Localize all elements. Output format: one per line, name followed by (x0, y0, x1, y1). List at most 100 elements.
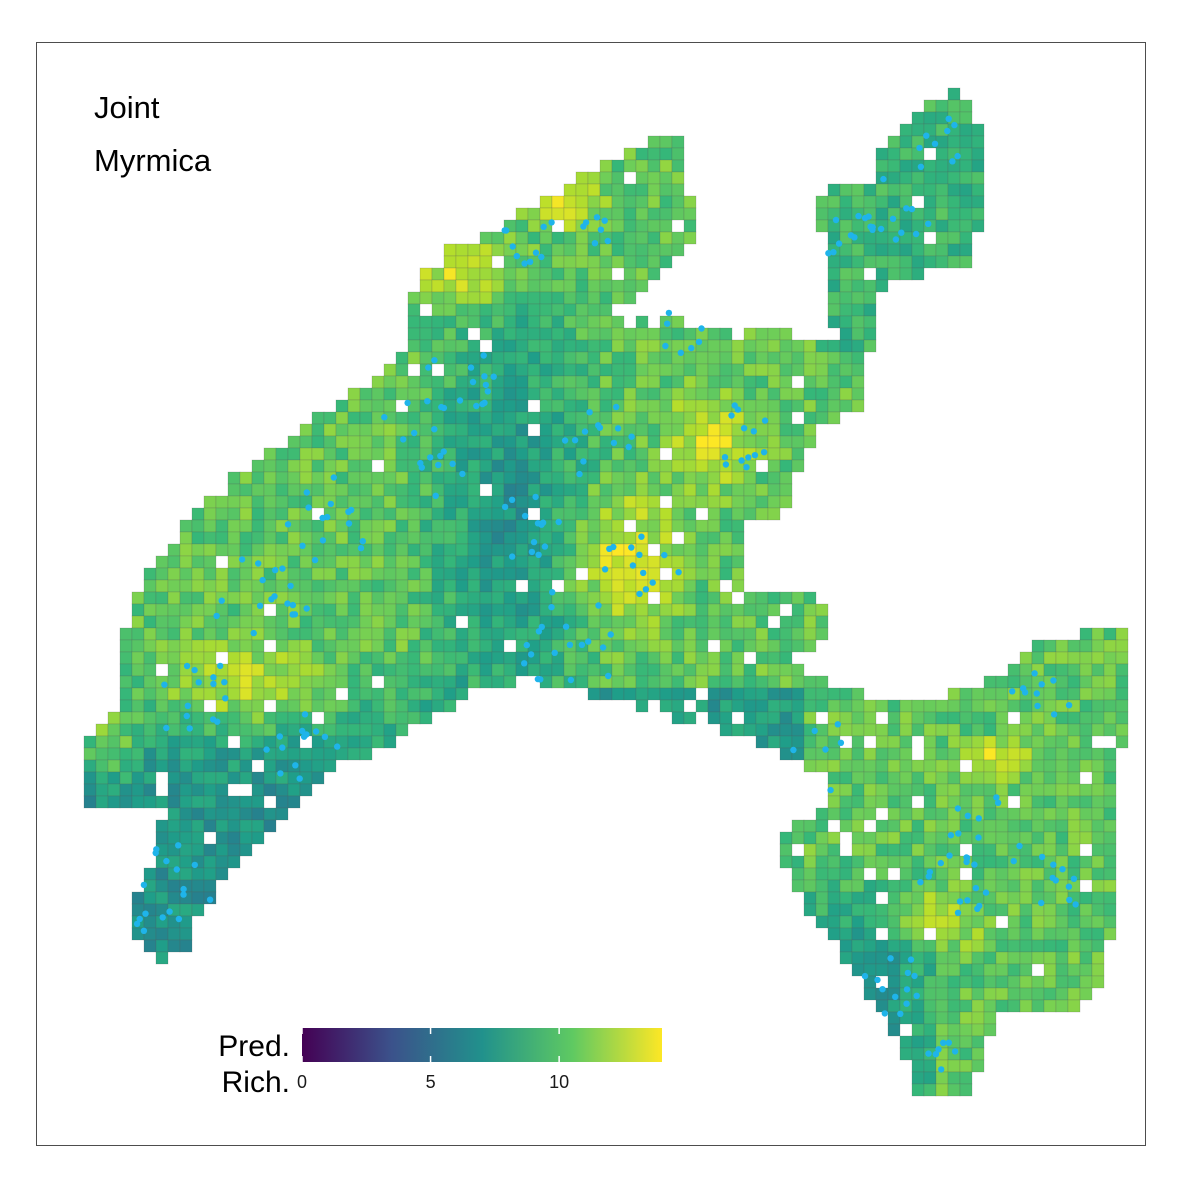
observation-point (601, 217, 608, 224)
grid-cell (647, 519, 661, 533)
grid-cell (275, 759, 289, 773)
grid-cell (635, 207, 649, 221)
grid-cell (683, 507, 697, 521)
grid-cell (347, 639, 361, 653)
grid-cell (551, 507, 565, 521)
grid-cell (563, 315, 577, 329)
grid-cell (467, 543, 481, 557)
grid-cell (1019, 699, 1033, 713)
grid-cell (323, 531, 337, 545)
grid-cell (203, 759, 217, 773)
grid-cell (83, 771, 97, 785)
grid-cell (515, 363, 529, 377)
grid-cell (791, 675, 805, 689)
grid-cell (647, 399, 661, 413)
grid-cell (947, 687, 961, 701)
grid-cell (911, 1035, 925, 1049)
grid-cell (1019, 747, 1033, 761)
grid-cell (947, 927, 961, 941)
grid-cell (659, 195, 673, 209)
grid-cell (863, 807, 877, 821)
grid-cell (827, 411, 841, 425)
grid-cell (251, 471, 265, 485)
grid-cell (431, 615, 445, 629)
grid-cell (371, 627, 385, 641)
grid-cell (827, 699, 841, 713)
grid-cell (215, 495, 229, 509)
grid-cell (1091, 963, 1105, 977)
grid-cell (647, 531, 661, 545)
grid-cell (1019, 855, 1033, 869)
grid-cell (947, 219, 961, 233)
grid-cell (971, 183, 985, 197)
grid-cell (1091, 939, 1105, 953)
grid-cell (851, 303, 865, 317)
grid-cell (911, 1059, 925, 1073)
observation-point (954, 152, 961, 160)
grid-cell (683, 543, 697, 557)
grid-cell (611, 639, 625, 653)
grid-cell (851, 711, 865, 725)
grid-cell (935, 1071, 949, 1085)
grid-cell (551, 291, 565, 305)
grid-cell (215, 855, 229, 869)
grid-cell (839, 819, 853, 833)
grid-cell (551, 339, 565, 353)
grid-cell (275, 615, 289, 629)
grid-cell (467, 531, 481, 545)
grid-cell (371, 579, 385, 593)
observation-point (931, 140, 939, 147)
grid-cell (107, 711, 121, 725)
grid-cell (659, 531, 673, 545)
grid-cell (599, 495, 613, 509)
grid-cell (467, 267, 481, 281)
grid-cell (1043, 951, 1057, 965)
grid-cell (863, 327, 877, 341)
grid-cell (623, 411, 637, 425)
grid-cell (251, 495, 265, 509)
grid-cell (635, 315, 649, 329)
grid-cell (515, 279, 529, 293)
grid-cell (743, 675, 757, 689)
observation-point (180, 885, 187, 893)
grid-cell (443, 555, 457, 569)
grid-cell (1055, 975, 1069, 989)
grid-cell (443, 507, 457, 521)
grid-cell (1103, 627, 1117, 641)
grid-cell (875, 699, 889, 713)
grid-cell (875, 819, 889, 833)
grid-cell (395, 687, 409, 701)
grid-cell (623, 567, 637, 581)
grid-cell (155, 651, 169, 665)
grid-cell (599, 435, 613, 449)
grid-cell (923, 1035, 937, 1049)
grid-cell (851, 183, 865, 197)
grid-cell (395, 423, 409, 437)
grid-cell (95, 723, 109, 737)
grid-cell (359, 447, 373, 461)
observation-point (140, 927, 148, 934)
grid-cell (323, 639, 337, 653)
grid-cell (599, 531, 613, 545)
grid-cell (1031, 711, 1045, 725)
grid-cell (719, 543, 733, 557)
grid-cell (587, 627, 601, 641)
grid-cell (1043, 987, 1057, 1001)
grid-cell (347, 663, 361, 677)
grid-cell (719, 615, 733, 629)
observation-point (925, 220, 932, 227)
grid-cell (647, 651, 661, 665)
grid-cell (947, 951, 961, 965)
observation-point (456, 397, 464, 404)
grid-cell (755, 735, 769, 749)
observation-point (161, 681, 168, 688)
grid-cell (851, 291, 865, 305)
observation-point (916, 144, 923, 152)
grid-cell (743, 663, 757, 677)
grid-cell (335, 711, 349, 725)
grid-cell (551, 363, 565, 377)
observation-point (728, 412, 735, 419)
grid-cell (239, 591, 253, 605)
grid-cell (1031, 735, 1045, 749)
observation-point (1031, 670, 1038, 677)
